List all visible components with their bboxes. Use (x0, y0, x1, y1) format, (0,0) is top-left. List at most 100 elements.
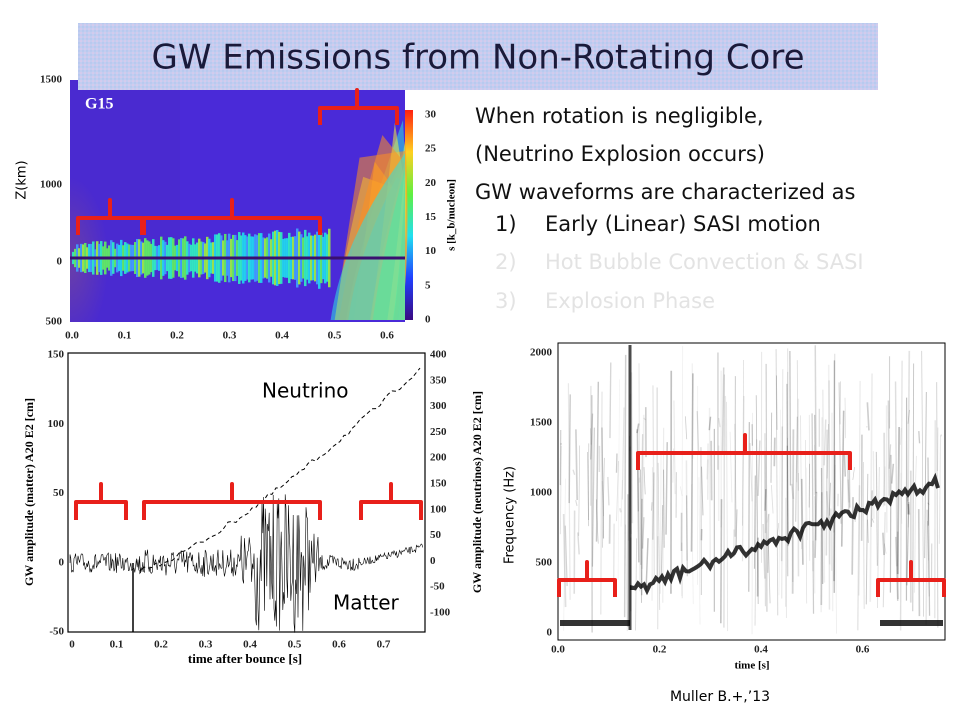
streak (789, 350, 792, 486)
streak (888, 444, 892, 469)
title: GW Emissions from Non-Rotating Core (151, 38, 804, 78)
streak (865, 473, 869, 605)
streak (602, 457, 605, 548)
streak (609, 362, 612, 439)
streak (616, 461, 619, 522)
neutrino-waveform (139, 367, 421, 575)
matter-waveform (69, 494, 424, 633)
item-number: 1) (495, 212, 517, 236)
x-tick-label: 0 (69, 639, 75, 651)
streak (681, 345, 684, 597)
streak (852, 467, 855, 481)
x-axis-label: time after bounce [s] (188, 651, 302, 666)
y-tick-label: 0 (547, 627, 553, 639)
y-tick-label: 0 (59, 556, 65, 568)
streak (780, 426, 784, 562)
streak (757, 440, 761, 496)
colorbar-tick-label: 10 (425, 245, 437, 257)
x-tick-label: 0.6 (380, 330, 394, 342)
x-tick-label: 0.5 (288, 639, 302, 651)
streak (921, 350, 924, 617)
x-tick-label: 0.0 (65, 330, 79, 342)
y-tick-label: 1500 (40, 74, 63, 86)
streak (851, 497, 854, 575)
streak (620, 480, 623, 527)
streak (786, 383, 789, 547)
y2-tick-label: 400 (430, 349, 447, 361)
streak (867, 519, 869, 543)
colorbar-tick-label: 25 (425, 143, 437, 155)
streak (661, 505, 664, 578)
streak (814, 414, 817, 541)
streak (933, 420, 937, 619)
streak (906, 501, 910, 586)
streak (907, 409, 910, 424)
streak (590, 413, 594, 460)
streak (890, 463, 895, 484)
streak (765, 363, 768, 612)
x-tick-label: 0.6 (332, 639, 346, 651)
x-tick-label: 0.4 (243, 639, 257, 651)
streak (708, 416, 712, 431)
streak (940, 434, 943, 437)
title-banner (78, 23, 878, 90)
streak (698, 477, 701, 625)
colorbar-tick-label: 0 (425, 314, 431, 326)
streak (907, 350, 911, 502)
streak (770, 412, 773, 483)
x-tick-label: 0.3 (199, 639, 213, 651)
streak (617, 379, 620, 580)
streak (766, 513, 770, 523)
streak (869, 373, 873, 602)
streak (568, 394, 571, 504)
streak (696, 411, 700, 454)
streak (889, 454, 892, 593)
plot-frame (67, 352, 426, 633)
panel-label: G15 (85, 96, 113, 113)
streak (820, 492, 823, 606)
spectrogram: Frequency (Hz) time [s] Muller B.+,’13 2… (503, 342, 946, 705)
streak (684, 416, 688, 440)
streak (833, 353, 836, 533)
y2-tick-label: 50 (430, 529, 442, 541)
streak (882, 532, 885, 556)
brace (318, 88, 399, 125)
streak (619, 508, 622, 513)
y-tick-label: 0 (57, 256, 63, 268)
streak (791, 532, 794, 582)
streak (754, 439, 758, 626)
streak (800, 478, 804, 565)
x-tick-label: 0.4 (754, 644, 768, 656)
streak (578, 445, 581, 536)
streak (591, 427, 595, 567)
streak (762, 523, 766, 579)
y-tick-label: 500 (46, 316, 63, 328)
y-tick-label: 1500 (530, 417, 553, 429)
streak (630, 372, 634, 524)
streak (840, 410, 845, 547)
plume (401, 132, 408, 320)
y2-tick-label: 150 (430, 478, 447, 490)
streak (640, 434, 644, 565)
streak (775, 375, 778, 430)
brace (636, 433, 852, 470)
x-tick-label: 0.1 (110, 639, 124, 651)
streak (562, 514, 567, 608)
streak (659, 454, 662, 594)
credit: Muller B.+,’13 (670, 689, 770, 705)
streak (787, 348, 789, 540)
plot-shade (70, 80, 180, 322)
streak (624, 524, 628, 632)
streak (577, 532, 580, 555)
plume (330, 153, 405, 320)
streak (821, 389, 826, 583)
x-tick-label: 0.3 (223, 330, 237, 342)
streak (827, 364, 831, 565)
streak (785, 371, 789, 607)
x-tick-label: 0.5 (328, 330, 342, 342)
streak (796, 398, 800, 473)
streak (636, 423, 640, 434)
streak (775, 349, 779, 616)
streak (895, 536, 899, 601)
frequency-ridge (630, 472, 940, 596)
